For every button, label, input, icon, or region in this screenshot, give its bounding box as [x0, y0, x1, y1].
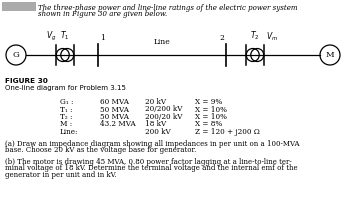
Text: G₁ :: G₁ :	[60, 98, 74, 106]
Text: (a) Draw an impedance diagram showing all impedances in per unit on a 100-MVA: (a) Draw an impedance diagram showing al…	[5, 140, 300, 148]
Text: X = 8%: X = 8%	[195, 121, 222, 128]
Text: X = 10%: X = 10%	[195, 106, 227, 114]
Text: base. Choose 20 kV as the voltage base for generator.: base. Choose 20 kV as the voltage base f…	[5, 147, 196, 154]
Text: FIGURE 30: FIGURE 30	[5, 78, 48, 84]
Text: T₁ :: T₁ :	[60, 106, 72, 114]
Text: minal voltage of 18 kV. Determine the terminal voltage and the internal emf of t: minal voltage of 18 kV. Determine the te…	[5, 165, 297, 172]
Text: Z = 120 + j200 Ω: Z = 120 + j200 Ω	[195, 128, 260, 136]
Text: 43.2 MVA: 43.2 MVA	[100, 121, 136, 128]
Text: X = 9%: X = 9%	[195, 98, 222, 106]
Text: 50 MVA: 50 MVA	[100, 113, 129, 121]
Text: G: G	[13, 51, 19, 59]
Text: The three-phase power and line-line ratings of the electric power system: The three-phase power and line-line rati…	[38, 4, 298, 12]
Text: 60 MVA: 60 MVA	[100, 98, 129, 106]
Text: Line: Line	[154, 38, 170, 46]
Text: One-line diagram for Problem 3.15: One-line diagram for Problem 3.15	[5, 85, 126, 91]
Text: 2: 2	[219, 34, 224, 42]
Text: T₂ :: T₂ :	[60, 113, 72, 121]
Text: shown in Figure 30 are given below.: shown in Figure 30 are given below.	[38, 10, 167, 18]
Text: 20 kV: 20 kV	[145, 98, 166, 106]
FancyBboxPatch shape	[2, 2, 36, 11]
Text: $T_1$: $T_1$	[60, 29, 70, 42]
Text: X = 10%: X = 10%	[195, 113, 227, 121]
Text: $V_m$: $V_m$	[266, 31, 278, 43]
Text: M :: M :	[60, 121, 72, 128]
Text: 50 MVA: 50 MVA	[100, 106, 129, 114]
Text: M: M	[326, 51, 334, 59]
Text: 18 kV: 18 kV	[145, 121, 166, 128]
Text: 200/20 kV: 200/20 kV	[145, 113, 182, 121]
Text: generator in per unit and in kV.: generator in per unit and in kV.	[5, 171, 117, 179]
Text: (b) The motor is drawing 45 MVA, 0.80 power factor lagging at a line-to-line ter: (b) The motor is drawing 45 MVA, 0.80 po…	[5, 158, 292, 166]
Text: Line:: Line:	[60, 128, 78, 136]
Text: 20/200 kV: 20/200 kV	[145, 106, 182, 114]
Text: 200 kV: 200 kV	[145, 128, 171, 136]
Text: 1: 1	[100, 34, 105, 42]
Text: $T_2$: $T_2$	[250, 29, 260, 42]
Text: $V_g$: $V_g$	[46, 30, 56, 43]
